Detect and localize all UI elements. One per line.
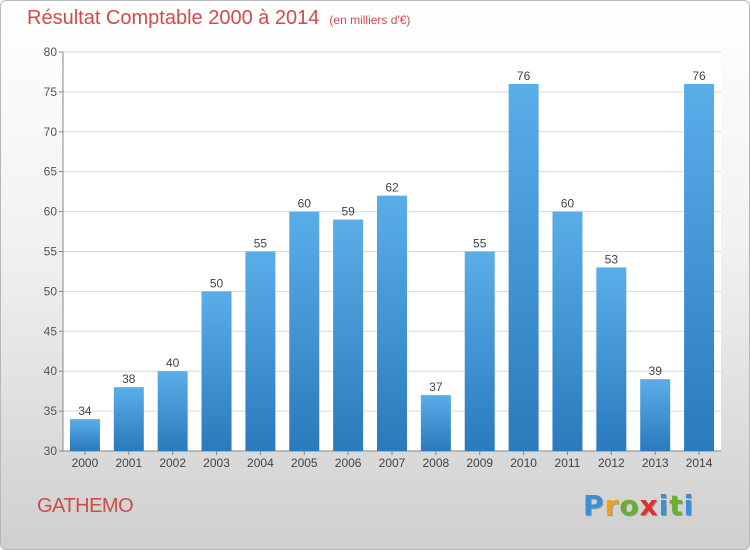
y-tick-label: 75 [44,85,58,99]
data-label-2007: 62 [385,181,399,195]
y-tick-label: 60 [44,205,58,219]
bar-2010 [508,83,539,452]
data-label-2005: 60 [298,197,312,211]
bar-2013 [640,379,671,451]
bar-2012 [596,267,627,451]
title-text: Résultat Comptable 2000 à 2014 [27,7,320,29]
data-label-2006: 59 [341,205,355,219]
x-tick-label-2009: 2009 [466,456,493,470]
data-label-2009: 55 [473,237,487,251]
data-label-2012: 53 [605,252,619,266]
x-tick-label-2006: 2006 [335,456,362,470]
y-tick-label: 45 [44,324,58,338]
commune-name: GATHEMO [37,495,134,517]
data-label-2004: 55 [254,237,268,251]
y-tick-label: 40 [44,364,58,378]
x-tick-label-2007: 2007 [379,456,406,470]
y-tick-label: 55 [44,245,58,259]
x-tick-label-2001: 2001 [115,456,142,470]
bar-2014 [684,83,715,452]
data-label-2014: 76 [692,69,706,83]
x-tick-label-2010: 2010 [510,456,537,470]
y-tick-label: 70 [44,125,58,139]
chart-subtitle: (en milliers d'€) [329,13,411,27]
y-tick-label: 35 [44,404,58,418]
data-label-2013: 39 [649,364,663,378]
bar-2006 [333,219,364,451]
bar-2001 [113,387,144,451]
data-label-2010: 76 [517,69,531,83]
x-tick-label-2000: 2000 [72,456,99,470]
x-tick-label-2012: 2012 [598,456,625,470]
x-tick-label-2005: 2005 [291,456,318,470]
bar-2003 [201,291,232,451]
bar-2009 [464,251,495,451]
bar-2000 [69,419,100,451]
y-tick-label: 80 [44,45,58,59]
x-tick-label-2008: 2008 [423,456,450,470]
bar-2004 [245,251,276,451]
bar-2008 [420,395,451,451]
y-tick-label: 50 [44,284,58,298]
data-label-2003: 50 [210,276,224,290]
bar-2002 [157,371,188,451]
proxiti-logo: Proxiti [583,489,695,522]
x-tick-label-2003: 2003 [203,456,230,470]
data-label-2001: 38 [122,372,136,386]
data-label-2011: 60 [561,197,575,211]
x-tick-label-2013: 2013 [642,456,669,470]
y-tick-label: 65 [44,165,58,179]
bar-2007 [377,195,407,451]
x-tick-label-2014: 2014 [686,456,713,470]
data-label-2002: 40 [166,356,180,370]
x-tick-label-2004: 2004 [247,456,274,470]
x-tick-label-2002: 2002 [159,456,186,470]
y-tick-label: 30 [44,444,58,458]
bar-2011 [552,211,583,451]
data-label-2000: 34 [78,404,92,418]
bar-2005 [289,211,320,451]
chart-title: Résultat Comptable 2000 à 2014 (en millie… [27,7,410,30]
data-label-2008: 37 [429,380,443,394]
x-tick-label-2011: 2011 [555,456,581,470]
